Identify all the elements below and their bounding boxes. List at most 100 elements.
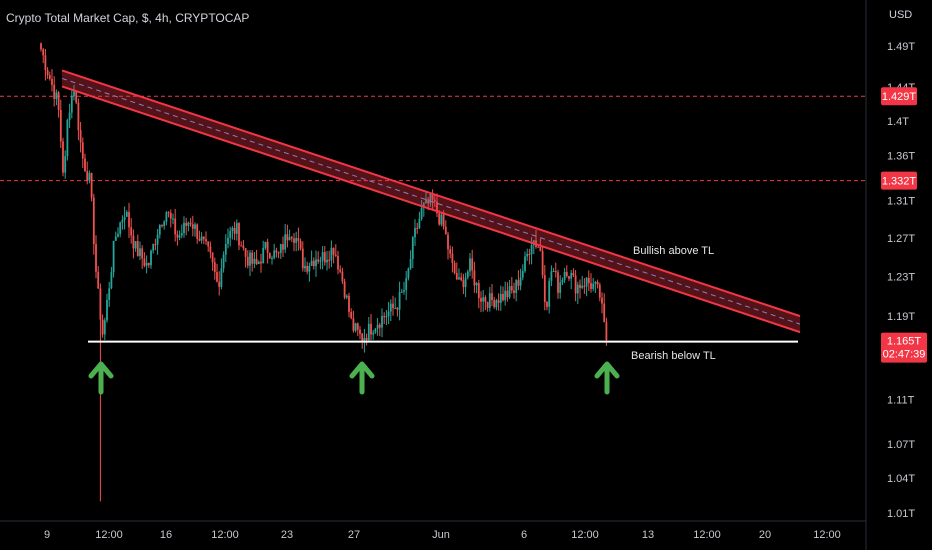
candle-body[interactable]	[594, 282, 597, 284]
candle-body[interactable]	[341, 271, 344, 282]
candle-body[interactable]	[114, 236, 117, 241]
candle-body[interactable]	[350, 311, 353, 319]
candle-body[interactable]	[477, 283, 480, 299]
candle-body[interactable]	[165, 212, 168, 222]
candle-body[interactable]	[383, 316, 386, 318]
candle-body[interactable]	[132, 235, 135, 249]
candle-body[interactable]	[405, 278, 408, 291]
candle-body[interactable]	[249, 252, 251, 266]
candle-body[interactable]	[414, 227, 416, 238]
candle-body[interactable]	[354, 323, 357, 331]
candle-body[interactable]	[172, 218, 174, 220]
candle-body[interactable]	[92, 197, 95, 245]
candle-body[interactable]	[90, 173, 93, 198]
candle-body[interactable]	[297, 238, 300, 241]
up-arrow-icon[interactable]	[594, 361, 620, 395]
candle-body[interactable]	[403, 290, 405, 292]
candle-body[interactable]	[68, 112, 71, 120]
candle-body[interactable]	[152, 244, 155, 251]
candle-body[interactable]	[198, 238, 201, 241]
candle-body[interactable]	[572, 272, 575, 276]
candle-body[interactable]	[515, 280, 518, 293]
candle-body[interactable]	[416, 227, 419, 229]
candle-body[interactable]	[400, 291, 403, 293]
candle-body[interactable]	[112, 240, 115, 273]
candle-body[interactable]	[361, 333, 364, 343]
candle-body[interactable]	[57, 92, 60, 110]
candle-body[interactable]	[189, 222, 192, 225]
candle-body[interactable]	[79, 130, 82, 143]
candle-body[interactable]	[328, 259, 331, 261]
candle-body[interactable]	[260, 261, 262, 264]
trendline-upper[interactable]	[61, 69, 801, 318]
candle-body[interactable]	[530, 245, 533, 255]
candle-body[interactable]	[147, 262, 150, 266]
candle-body[interactable]	[370, 323, 372, 335]
candle-body[interactable]	[486, 301, 489, 308]
candle-body[interactable]	[493, 299, 496, 308]
candle-body[interactable]	[444, 226, 447, 235]
candle-body[interactable]	[396, 308, 399, 310]
candle-body[interactable]	[563, 271, 566, 281]
candle-body[interactable]	[482, 297, 485, 302]
candle-body[interactable]	[394, 308, 397, 310]
candle-body[interactable]	[246, 256, 249, 266]
candle-body[interactable]	[310, 260, 313, 267]
bullish-annotation[interactable]: Bullish above TL	[633, 245, 714, 257]
candle-body[interactable]	[561, 280, 564, 283]
candle-body[interactable]	[262, 247, 265, 264]
candle-body[interactable]	[125, 211, 128, 217]
candle-body[interactable]	[86, 171, 89, 181]
candle-body[interactable]	[75, 91, 78, 103]
candle-body[interactable]	[211, 252, 214, 263]
candle-body[interactable]	[339, 269, 342, 272]
candle-body[interactable]	[319, 260, 322, 262]
candle-body[interactable]	[134, 241, 137, 249]
candle-body[interactable]	[121, 219, 124, 223]
candle-body[interactable]	[282, 244, 284, 250]
candle-body[interactable]	[552, 270, 555, 272]
candle-body[interactable]	[323, 252, 326, 263]
candle-body[interactable]	[458, 277, 460, 280]
candle-body[interactable]	[119, 222, 122, 234]
candle-body[interactable]	[495, 300, 498, 308]
candle-body[interactable]	[449, 249, 452, 254]
candle-body[interactable]	[213, 262, 216, 273]
candle-body[interactable]	[442, 214, 445, 227]
candle-body[interactable]	[541, 251, 544, 276]
candle-body[interactable]	[46, 70, 49, 76]
candle-body[interactable]	[550, 271, 553, 281]
candle-body[interactable]	[583, 285, 586, 287]
candle-body[interactable]	[513, 290, 515, 293]
candle-body[interactable]	[308, 266, 311, 272]
candle-body[interactable]	[295, 238, 298, 243]
candle-body[interactable]	[194, 224, 196, 229]
candle-body[interactable]	[233, 227, 236, 234]
candle-body[interactable]	[559, 282, 562, 293]
candle-body[interactable]	[348, 295, 350, 312]
candle-body[interactable]	[438, 213, 441, 225]
candle-body[interactable]	[590, 283, 592, 289]
candle-body[interactable]	[429, 193, 432, 204]
candle-body[interactable]	[53, 84, 56, 99]
candle-body[interactable]	[484, 297, 487, 302]
candle-body[interactable]	[88, 173, 91, 181]
candle-body[interactable]	[587, 277, 590, 284]
candle-body[interactable]	[169, 212, 172, 219]
candle-body[interactable]	[418, 218, 421, 229]
candle-body[interactable]	[293, 238, 295, 243]
candle-body[interactable]	[222, 254, 225, 269]
candle-body[interactable]	[317, 259, 320, 262]
candle-body[interactable]	[123, 216, 126, 220]
candle-body[interactable]	[288, 237, 291, 241]
candle-body[interactable]	[543, 275, 546, 303]
candle-body[interactable]	[491, 293, 493, 300]
candle-body[interactable]	[55, 92, 58, 99]
candle-body[interactable]	[185, 222, 188, 226]
candle-body[interactable]	[372, 332, 375, 335]
candle-body[interactable]	[110, 272, 113, 289]
candle-body[interactable]	[299, 240, 302, 249]
candle-body[interactable]	[596, 282, 599, 285]
candle-body[interactable]	[161, 225, 163, 227]
